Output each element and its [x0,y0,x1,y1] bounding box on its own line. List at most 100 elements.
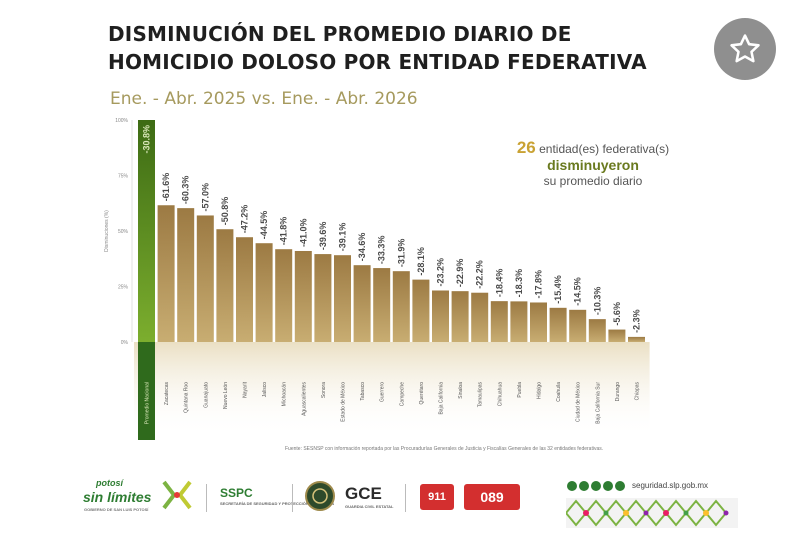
chart-annotation: 26 entidad(es) federativa(s) disminuyero… [478,138,708,189]
data-label: -47.2% [240,205,250,234]
data-label: -41.0% [298,218,308,247]
category-label: Querétaro [419,382,425,405]
data-label: -18.3% [514,269,524,298]
bar [569,309,587,342]
data-label: -39.6% [318,222,328,251]
category-label: Promedio Nacional [145,382,151,424]
bar [314,254,332,342]
annotation-line2: disminuyeron [547,157,639,173]
data-label: -14.5% [573,277,583,306]
data-label: -44.5% [259,211,269,240]
data-label: -57.0% [200,183,210,212]
bar [608,329,626,342]
bar [549,307,567,342]
data-label: -34.6% [357,233,367,262]
category-label: Puebla [517,382,523,398]
category-label: Aguascalientes [301,382,307,416]
bar [432,290,449,342]
annotation-line1: entidad(es) federativa(s) [539,142,670,156]
annotation-count: 26 [516,138,536,157]
data-label: -28.1% [416,247,426,276]
data-label: -61.6% [161,173,171,202]
footer-logo-line1: potosí [96,478,123,488]
category-label: Campeche [399,382,405,406]
footer-website: seguridad.slp.gob.mx [632,481,709,490]
data-label: -33.3% [377,236,387,265]
data-label: -2.3% [632,309,642,333]
youtube-icon [603,481,613,491]
gce-badge-icon [305,481,335,511]
page-title-line1: DISMINUCIÓN DEL PROMEDIO DIARIO DE [108,22,572,46]
instagram-icon [591,481,601,491]
footer-logo-line3: GOBIERNO DE SAN LUIS POTOSÍ [84,507,149,512]
y-tick-label: 75% [118,174,129,180]
category-label: Tamaulipas [478,382,484,408]
data-label: -23.2% [436,258,446,287]
data-label: -17.8% [534,270,544,299]
bar [451,291,469,342]
badge-089: 089 [464,484,520,510]
category-label: Tabasco [360,382,366,401]
category-label: Chiapas [635,382,641,401]
bar [373,268,391,342]
category-label: Ciudad de México [576,382,582,422]
y-tick-label: 100% [115,118,128,124]
social-icons [567,481,625,491]
data-label: -15.4% [553,275,563,304]
badge-911: 911 [420,484,454,510]
category-label: Baja California [439,382,445,415]
national-label-band [138,342,155,440]
data-label: -5.6% [612,302,622,326]
category-label: Chihuahua [497,382,503,406]
footer-sspc: SSPC [220,486,253,500]
page-subtitle: Ene. - Abr. 2025 vs. Ene. - Abr. 2026 [110,89,418,109]
category-label: Guerrero [380,382,386,402]
bar [490,301,508,342]
bar [157,205,175,342]
category-label: Nayarit [243,381,249,397]
y-tick-label: 0% [121,340,129,346]
category-label: Estado de México [341,382,347,422]
bar [392,271,410,342]
category-label: Zacatecas [164,382,170,406]
footer-logo-line2: sin límites [83,489,152,505]
page-title-line2: HOMICIDIO DOLOSO POR ENTIDAD FEDERATIVA [108,50,647,74]
category-label: Quintana Roo [184,382,190,413]
annotation-line3: su promedio diario [543,174,643,188]
category-label: Sonora [321,382,327,398]
category-label: Durango [615,382,621,401]
footer-gce: GCE [345,484,382,503]
footer-divider [206,484,207,512]
bar [196,215,214,342]
data-label: -39.1% [338,223,348,252]
bar [628,336,645,342]
bar [294,250,312,342]
data-label: -18.4% [494,269,504,298]
category-label: Coahuila [556,382,562,402]
bar [412,279,430,342]
bar [510,301,528,342]
footer-gce-sub: GUARDIA CIVIL ESTATAL [345,504,394,509]
category-label: Guanajuato [203,382,209,408]
badge-089-label: 089 [480,489,504,505]
data-label: -10.3% [592,287,602,316]
favorite-button[interactable] [714,18,776,80]
category-band [134,342,650,437]
bar [138,120,155,342]
bar [216,229,234,342]
category-label: Hidalgo [537,382,543,399]
star-icon [730,34,760,63]
category-label: Michoacán [282,382,288,406]
source-note: Fuente: SESNSP con información reportada… [285,446,604,452]
badge-911-label: 911 [428,491,446,503]
bar [471,292,489,342]
data-label: -22.9% [455,259,465,288]
footer-divider [405,484,406,512]
footer-bar: potosí sin límites GOBIERNO DE SAN LUIS … [0,470,800,533]
bar [530,302,547,342]
bar [334,255,351,342]
category-label: Jalisco [262,382,268,398]
bar [236,237,253,342]
footer-sspc-sub: SECRETARÍA DE SEGURIDAD Y PROTECCIÓN CIU… [220,501,335,506]
xi-logo-icon [162,480,192,510]
